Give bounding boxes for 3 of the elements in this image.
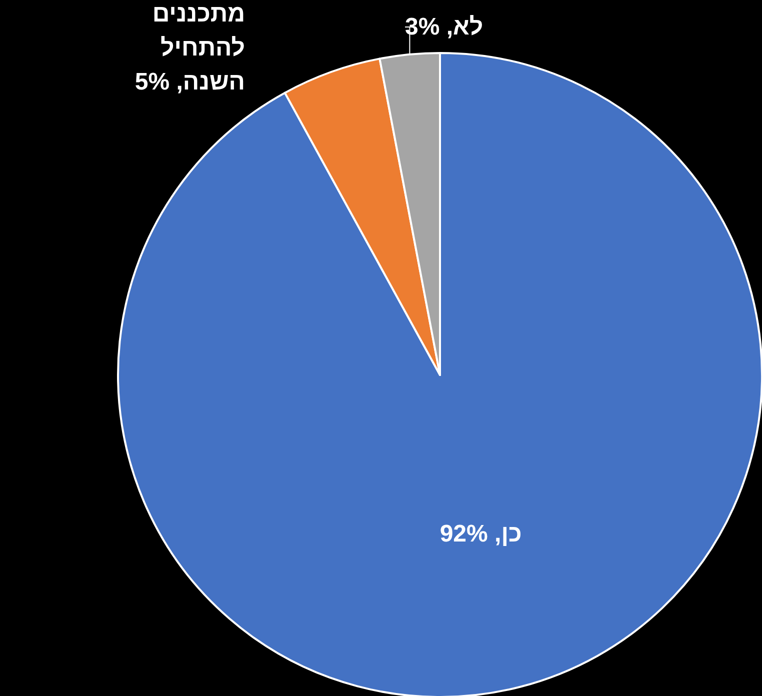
slice-label: מתכננים להתחיל השנה, 5% (134, 0, 245, 96)
slice-label: לא, 3% (405, 14, 484, 40)
slice-label: כן, 92% (440, 520, 522, 548)
